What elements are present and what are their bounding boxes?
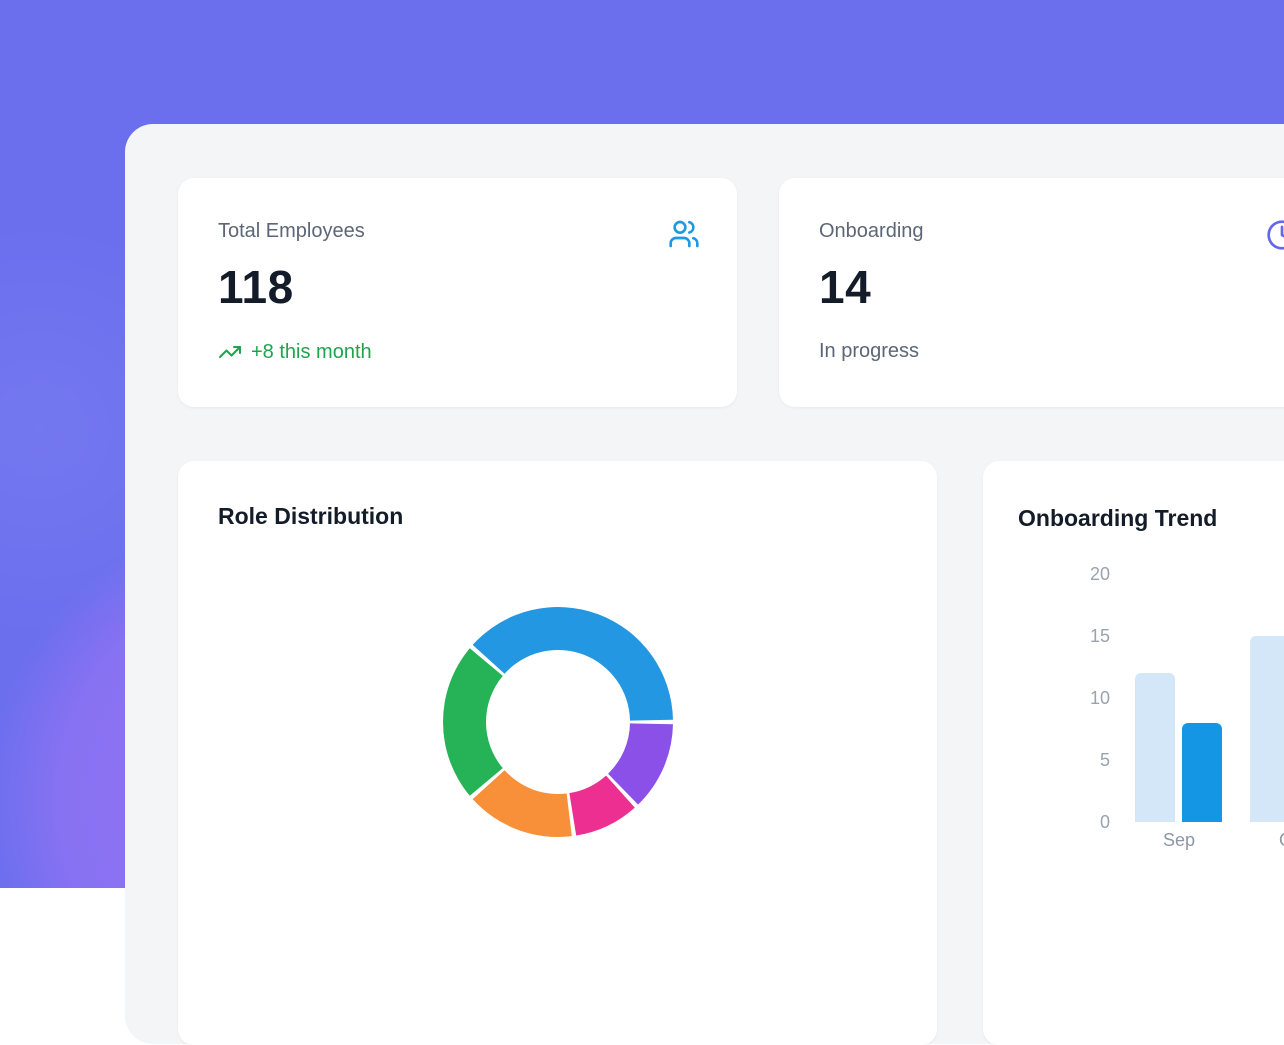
y-axis-tick: 5 <box>1099 750 1110 770</box>
segment-pink <box>569 775 635 836</box>
y-axis-tick: 0 <box>1099 812 1110 832</box>
role-distribution-title: Role Distribution <box>218 503 404 529</box>
total-employees-card: Total Employees 118 +8 this month <box>178 178 737 407</box>
total-employees-trend-text: +8 this month <box>251 340 372 363</box>
bar-sep-series-dark-blue <box>1182 723 1222 822</box>
total-employees-value: 118 <box>218 261 294 313</box>
y-axis-tick: 10 <box>1089 688 1110 708</box>
bar-oct-series-light-blue <box>1250 636 1284 822</box>
segment-purple <box>608 723 673 805</box>
onboarding-value: 14 <box>819 261 872 313</box>
dashboard-panel: Total Employees 118 +8 this month <box>125 124 1284 1045</box>
y-axis-tick: 20 <box>1089 564 1110 584</box>
onboarding-card: Onboarding 14 In progress <box>779 178 1284 407</box>
onboarding-trend-bar-chart: 0 5 10 15 20 Sep Oct <box>983 461 1284 1045</box>
x-axis-label: Oct <box>1248 831 1284 849</box>
total-employees-label: Total Employees <box>218 220 365 242</box>
trending-up-icon <box>218 340 242 364</box>
x-axis-label: Sep <box>1162 830 1196 850</box>
total-employees-trend: +8 this month <box>218 340 372 364</box>
onboarding-trend-card: Onboarding Trend 0 5 10 15 20 Sep Oct <box>983 461 1284 1045</box>
segment-orange <box>472 770 572 838</box>
role-distribution-donut-chart <box>438 602 678 842</box>
onboarding-label: Onboarding <box>819 220 924 242</box>
onboarding-subtitle: In progress <box>819 340 920 362</box>
clock-icon <box>1266 219 1284 251</box>
segment-blue <box>472 606 673 721</box>
y-axis-tick: 15 <box>1089 626 1110 646</box>
onboarding-trend-title: Onboarding Trend <box>1018 505 1218 531</box>
bar-sep-series-light-blue <box>1135 673 1175 822</box>
role-distribution-card: Role Distribution <box>178 461 937 1045</box>
segment-green <box>443 648 503 796</box>
users-icon <box>668 218 700 250</box>
